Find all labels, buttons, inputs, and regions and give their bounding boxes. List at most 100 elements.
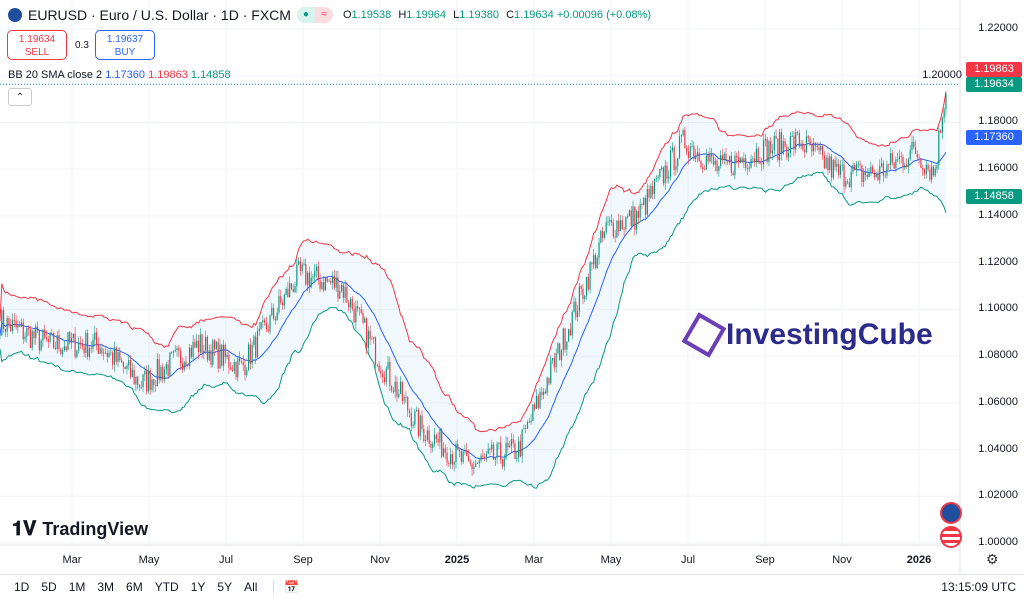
buy-button[interactable]: 1.19637 BUY	[95, 30, 155, 60]
candle-body	[108, 353, 110, 357]
timeframe-6m[interactable]: 6M	[126, 579, 143, 594]
eu-flag-icon[interactable]	[940, 502, 962, 524]
candle-body	[301, 264, 303, 271]
candle-body	[265, 322, 268, 330]
clock[interactable]: 13:15:09 UTC	[941, 579, 1016, 594]
us-flag-icon[interactable]	[940, 526, 962, 548]
candle-body	[194, 341, 196, 348]
candle-body	[342, 284, 344, 298]
candle-body	[873, 173, 876, 178]
candle-body	[399, 381, 402, 394]
candle-body	[29, 329, 32, 349]
tradingview-logo[interactable]: 𝟏𝐕 TradingView	[12, 518, 149, 540]
candle-body	[809, 138, 811, 145]
time-tick: Jul	[680, 554, 696, 566]
candle-body	[1, 310, 3, 336]
candle-body	[525, 428, 527, 429]
candle-body	[764, 139, 766, 141]
candle-body	[535, 395, 538, 409]
candle-body	[818, 147, 820, 151]
candle-body	[262, 320, 264, 323]
candle-body	[360, 309, 362, 313]
date-range-icon[interactable]: 📅	[273, 579, 305, 594]
timeframe-1d[interactable]: 1D	[14, 579, 30, 594]
timeframe-ytd[interactable]: YTD	[154, 579, 179, 594]
candle-body	[126, 365, 128, 369]
candle-body	[834, 160, 836, 167]
candle-body	[723, 153, 725, 160]
candle-body	[709, 153, 711, 162]
candle-body	[430, 443, 432, 448]
candle-body	[92, 339, 94, 349]
candle-body	[902, 156, 904, 168]
candle-body	[442, 448, 445, 457]
candle-body	[274, 318, 276, 321]
candle-body	[650, 185, 652, 198]
bb-lower-line	[0, 171, 947, 489]
bb-legend[interactable]: BB 20 SMA close 2 1.17360 1.19863 1.1485…	[8, 69, 231, 81]
candle-body	[580, 286, 582, 289]
candle-body	[943, 109, 945, 119]
candle-body	[700, 160, 702, 168]
candle-body	[866, 174, 868, 178]
candle-body	[475, 463, 477, 467]
candle-body	[392, 390, 395, 392]
ohlc-values: O1.19538 H1.19964 L1.19380 C1.19634 +0.0…	[342, 9, 652, 21]
candle-body	[501, 459, 504, 467]
candle-body	[2, 310, 5, 329]
flag-icon	[8, 8, 22, 22]
candle-body	[914, 147, 917, 155]
candle-body	[500, 442, 502, 460]
candle-body	[621, 220, 623, 229]
candle-body	[26, 328, 28, 337]
candle-body	[36, 326, 39, 331]
candle-body	[693, 145, 695, 160]
candle-body	[382, 373, 384, 377]
candle-body	[433, 434, 436, 444]
candle-body	[419, 415, 421, 436]
timeframe-3m[interactable]: 3M	[97, 579, 115, 594]
candle-body	[568, 329, 570, 342]
candle-body	[328, 280, 330, 282]
candle-body	[235, 362, 237, 378]
candle-body	[305, 263, 307, 285]
candle-body	[562, 328, 564, 351]
candle-body	[543, 391, 545, 396]
timeframe-5d[interactable]: 5D	[41, 579, 57, 594]
price-tick: 1.04000	[978, 442, 1018, 455]
candle-body	[884, 175, 886, 177]
collapse-legend-button[interactable]: ⌃	[8, 88, 32, 106]
sell-button[interactable]: 1.19634 SELL	[7, 30, 67, 60]
candle-body	[239, 358, 241, 362]
candle-body	[11, 319, 14, 331]
candle-body	[532, 404, 534, 421]
timeframe-5y[interactable]: 5Y	[217, 579, 233, 594]
candle-body	[517, 441, 520, 458]
candle-body	[705, 155, 707, 170]
symbol-title[interactable]: EURUSD · Euro / U.S. Dollar · 1D · FXCM	[28, 7, 291, 23]
candle-body	[72, 333, 74, 338]
candle-body	[771, 150, 774, 154]
candle-body	[231, 369, 234, 372]
candle-body	[909, 149, 911, 160]
time-tick: Nov	[370, 554, 390, 566]
market-status[interactable]: ● ≈	[296, 7, 333, 23]
timeframe-1m[interactable]: 1M	[68, 579, 86, 594]
candle-body	[793, 135, 795, 150]
candle-body	[414, 411, 416, 425]
candle-body	[60, 349, 62, 355]
candle-body	[541, 392, 543, 396]
candle-body	[492, 444, 495, 460]
candle-body	[28, 328, 30, 330]
timeframe-all[interactable]: All	[244, 579, 258, 594]
candle-body	[482, 455, 484, 457]
timeframe-1y[interactable]: 1Y	[190, 579, 206, 594]
settings-icon[interactable]: ⚙	[986, 551, 999, 567]
candle-body	[42, 329, 44, 341]
price-chart[interactable]	[0, 0, 1024, 574]
candle-body	[913, 141, 915, 148]
candle-body	[299, 261, 302, 271]
price-tick: 1.12000	[978, 255, 1018, 268]
candle-body	[467, 456, 470, 462]
candle-body	[212, 340, 214, 365]
